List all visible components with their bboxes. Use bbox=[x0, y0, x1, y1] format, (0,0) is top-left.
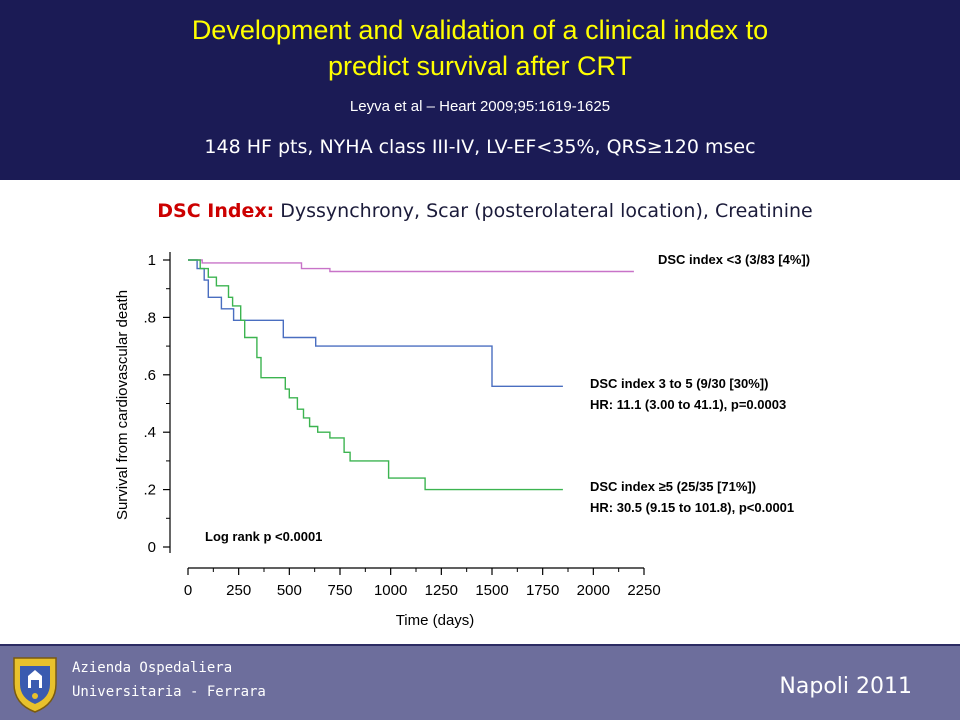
x-tick-label: 2000 bbox=[577, 582, 610, 599]
institution-line2: Universitaria - Ferrara bbox=[72, 684, 266, 700]
y-tick-label: 0 bbox=[148, 539, 156, 556]
log-rank-annotation: Log rank p <0.0001 bbox=[205, 529, 322, 544]
legend-label-1: DSC index <3 (3/83 [4%]) bbox=[658, 252, 810, 267]
legend-label-2: DSC index 3 to 5 (9/30 [30%]) bbox=[590, 376, 768, 391]
legend-hr-3: HR: 30.5 (9.15 to 101.8), p<0.0001 bbox=[590, 500, 794, 515]
institution-line1: Azienda Ospedaliera bbox=[72, 660, 233, 676]
dsc-label-text: DSC Index bbox=[157, 200, 267, 222]
chart-series bbox=[188, 259, 634, 491]
citation: Leyva et al – Heart 2009;95:1619-1625 bbox=[349, 98, 611, 115]
y-tick-label: 1 bbox=[148, 252, 156, 269]
chart-labels: 0 .2 .4 .6 .8 1 0 250 500 750 1000 1250 1500 1750 2000… bbox=[114, 252, 810, 629]
legend-label-3: DSC index ≥5 (25/35 [71%]) bbox=[590, 479, 756, 494]
header-band: Development and validation of a clinical… bbox=[0, 0, 960, 180]
legend-hr-2: HR: 11.1 (3.00 to 41.1), p=0.0003 bbox=[590, 397, 786, 412]
x-tick-label: 1000 bbox=[374, 582, 407, 599]
y-tick-label: .4 bbox=[143, 424, 156, 441]
x-tick-label: 1250 bbox=[425, 582, 458, 599]
x-tick-label: 1750 bbox=[526, 582, 559, 599]
footer-band: Azienda Ospedaliera Universitaria - Ferr… bbox=[0, 644, 960, 720]
km-curve-series-3 bbox=[188, 259, 563, 491]
x-axis-title: Time (days) bbox=[396, 612, 475, 629]
y-axis-title: Survival from cardiovascular death bbox=[114, 290, 131, 520]
x-tick-label: 750 bbox=[327, 582, 352, 599]
x-tick-label: 500 bbox=[277, 582, 302, 599]
x-tick-label: 1500 bbox=[475, 582, 508, 599]
dsc-index-line: DSC Index: Dyssynchrony, Scar (posterola… bbox=[0, 200, 960, 222]
x-tick-label: 0 bbox=[184, 582, 192, 599]
dsc-index-components: Dyssynchrony, Scar (posterolateral locat… bbox=[274, 200, 813, 222]
y-tick-label: .8 bbox=[143, 309, 156, 326]
y-tick-label: .2 bbox=[143, 482, 156, 499]
slide-title-line1: Development and validation of a clinical… bbox=[191, 15, 769, 45]
y-tick-label: .6 bbox=[143, 367, 156, 384]
slide-title-line2: predict survival after CRT bbox=[327, 51, 633, 81]
coat-of-arms-icon bbox=[13, 657, 57, 713]
dsc-label-colon: : bbox=[266, 200, 275, 222]
km-curve-series-1 bbox=[188, 259, 634, 273]
dsc-index-label: DSC Index: bbox=[157, 200, 274, 222]
x-tick-label: 250 bbox=[226, 582, 251, 599]
x-tick-label: 2250 bbox=[627, 582, 660, 599]
chart-axes bbox=[163, 252, 645, 575]
event-label: Napoli 2011 bbox=[779, 674, 912, 699]
cohort-description: 148 HF pts, NYHA class III-IV, LV-EF<35%… bbox=[204, 136, 756, 158]
